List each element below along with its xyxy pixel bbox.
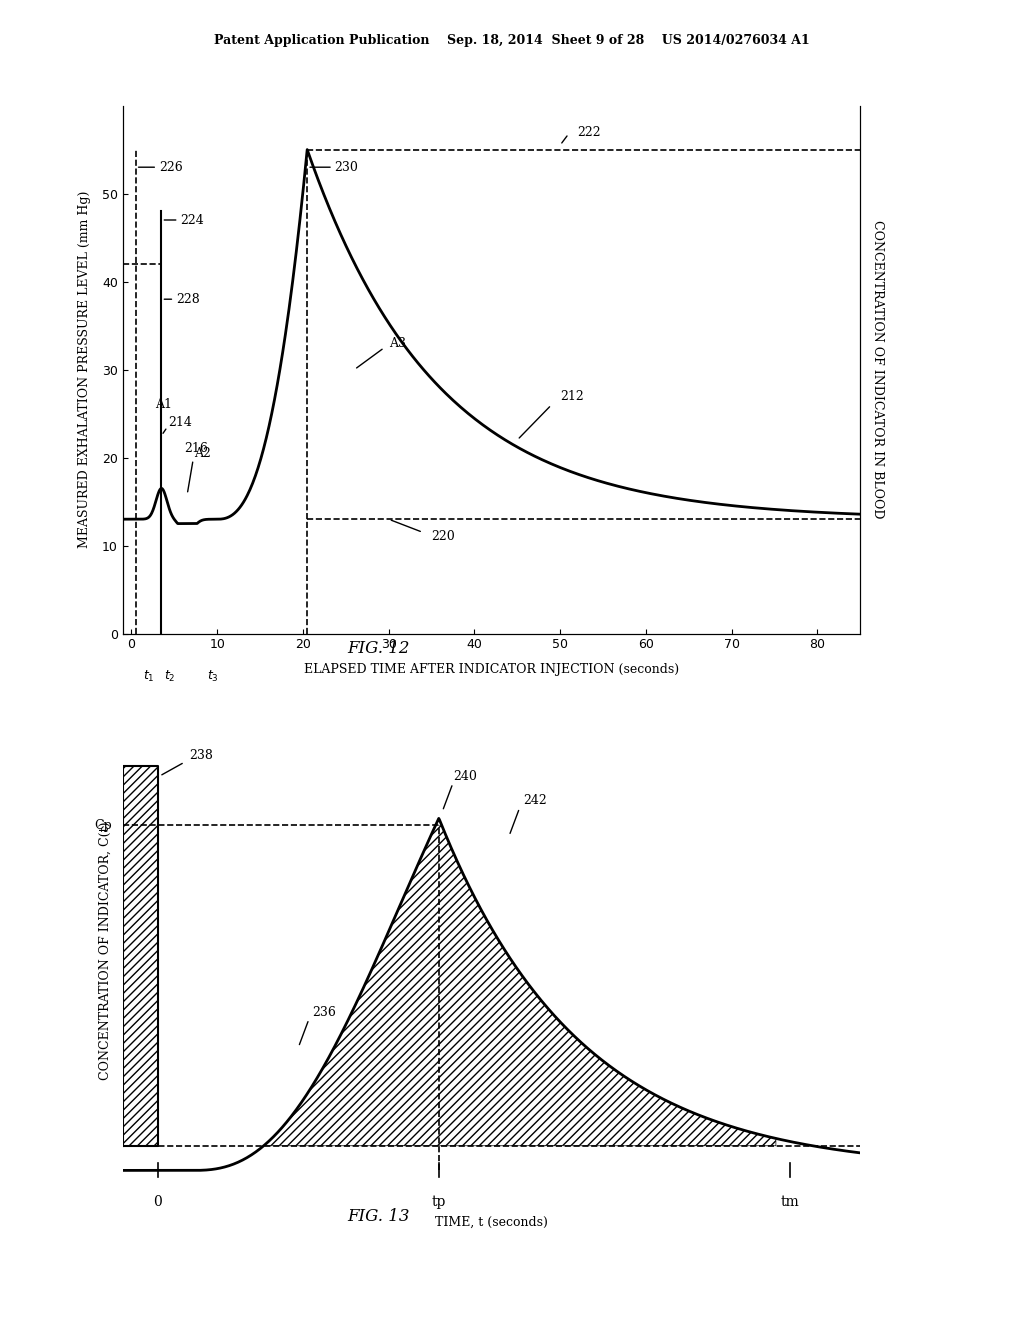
X-axis label: TIME, t (seconds): TIME, t (seconds)	[435, 1216, 548, 1229]
Text: 226: 226	[159, 161, 182, 174]
Text: 224: 224	[180, 214, 204, 227]
Text: 236: 236	[312, 1006, 336, 1019]
Text: 230: 230	[335, 161, 358, 174]
Y-axis label: MEASURED EXHALATION PRESSURE LEVEL (mm Hg): MEASURED EXHALATION PRESSURE LEVEL (mm H…	[78, 191, 91, 548]
X-axis label: ELAPSED TIME AFTER INDICATOR INJECTION (seconds): ELAPSED TIME AFTER INDICATOR INJECTION (…	[304, 663, 679, 676]
Text: FIG. 13: FIG. 13	[347, 1208, 411, 1225]
Text: tp: tp	[432, 1195, 446, 1209]
Text: A2: A2	[194, 446, 211, 459]
Text: 240: 240	[453, 770, 477, 783]
Text: FIG. 12: FIG. 12	[347, 640, 411, 657]
Text: A1: A1	[156, 399, 172, 412]
Text: 238: 238	[189, 748, 213, 762]
Text: $t_2$: $t_2$	[164, 669, 176, 684]
Text: A3: A3	[389, 337, 406, 350]
Y-axis label: CONCENTRATION OF INDICATOR IN BLOOD: CONCENTRATION OF INDICATOR IN BLOOD	[871, 220, 885, 519]
Y-axis label: CONCENTRATION OF INDICATOR, C(t): CONCENTRATION OF INDICATOR, C(t)	[98, 821, 112, 1080]
Text: 216: 216	[184, 442, 209, 455]
Text: 220: 220	[431, 531, 456, 544]
Text: 214: 214	[168, 416, 193, 429]
Text: 222: 222	[578, 125, 601, 139]
Text: 228: 228	[176, 293, 200, 306]
Text: Cp: Cp	[94, 818, 113, 832]
Text: $t_1$: $t_1$	[142, 669, 155, 684]
Text: Patent Application Publication    Sep. 18, 2014  Sheet 9 of 28    US 2014/027603: Patent Application Publication Sep. 18, …	[214, 34, 810, 48]
Text: tm: tm	[780, 1195, 800, 1209]
Text: 212: 212	[560, 389, 584, 403]
Text: 0: 0	[154, 1195, 163, 1209]
Text: 242: 242	[523, 795, 547, 808]
Text: $t_3$: $t_3$	[207, 669, 219, 684]
